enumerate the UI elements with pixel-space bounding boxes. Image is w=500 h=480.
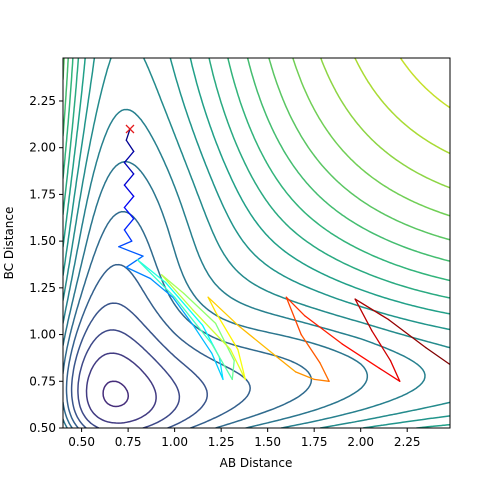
x-tick-label: 2.25 (394, 435, 421, 449)
contour-level (63, 160, 369, 428)
trajectory-segment (164, 281, 204, 326)
trajectory-segment (207, 296, 217, 313)
trajectory-segment (125, 255, 144, 268)
y-tick-label: 1.50 (29, 234, 56, 248)
trajectory-segment (231, 360, 235, 381)
x-tick-label: 1.00 (161, 435, 188, 449)
contour-lines (63, 58, 450, 428)
contour-level (320, 58, 450, 189)
y-axis-label: BC Distance (2, 207, 16, 280)
trajectory-segment (123, 184, 135, 197)
y-tick-label: 2.00 (29, 141, 56, 155)
trajectory-segment (211, 343, 233, 381)
y-tick-label: 2.25 (29, 94, 56, 108)
contour-level (77, 329, 181, 428)
plot-frame (62, 57, 451, 429)
trajectory-segment (285, 296, 302, 336)
y-tick-label: 0.75 (29, 374, 56, 388)
contour-level (292, 58, 450, 217)
trajectory-segment (425, 346, 450, 366)
trajectory-segment (341, 343, 380, 369)
x-tick-label: 1.50 (254, 435, 281, 449)
x-tick-label: 2.00 (347, 435, 374, 449)
trajectory-segment (160, 274, 194, 311)
x-axis-label: AB Distance (220, 456, 293, 470)
trajectory-segment (183, 292, 217, 325)
trajectory-segment (371, 330, 392, 362)
trajectory-segment (136, 259, 176, 298)
trajectory-segment (237, 348, 246, 381)
contour-level (65, 263, 251, 428)
start-marker (125, 124, 135, 134)
contour-level (399, 58, 450, 109)
trajectory-segment (118, 246, 144, 257)
trajectory-segment (214, 322, 235, 362)
trajectory-segment (118, 240, 133, 248)
trajectory-segment (123, 206, 135, 220)
plot-background (63, 58, 450, 428)
start-marker-stroke (125, 124, 135, 134)
trajectory-segment (313, 378, 330, 382)
trajectory-segment (123, 229, 133, 242)
trajectory-segment (304, 315, 343, 345)
x-tick-label: 1.25 (208, 435, 235, 449)
x-tick-label: 0.50 (68, 435, 95, 449)
contour-level (63, 58, 450, 262)
trajectory-segment (285, 296, 306, 317)
trajectory-segment (123, 161, 135, 175)
trajectory-segment (218, 356, 224, 381)
x-tick-label: 0.75 (115, 435, 142, 449)
trajectory-segment (125, 139, 135, 153)
trajectory-segment (294, 371, 315, 381)
trajectory-segment (172, 296, 194, 326)
contour-level (102, 380, 130, 408)
trajectory-segment (300, 333, 321, 364)
y-axis-ticks: 0.50 0.75 1.00 1.25 1.50 1.75 2.00 2.25 (29, 94, 63, 435)
trajectory-segment (123, 195, 135, 209)
trajectory-segment (125, 266, 152, 280)
x-axis-ticks: 0.50 0.75 1.00 1.25 1.50 1.75 2.00 2.25 (68, 428, 421, 449)
trajectory-segment (229, 348, 246, 381)
y-tick-label: 1.25 (29, 281, 56, 295)
trajectory-segment (211, 352, 224, 381)
y-tick-label: 1.00 (29, 328, 56, 342)
trajectory-segment (160, 274, 185, 295)
trajectory-line (118, 128, 450, 382)
trajectory-segment (387, 318, 427, 349)
trajectory-segment (354, 298, 390, 321)
trajectory-segment (136, 259, 166, 283)
trajectory-segment (192, 324, 213, 354)
trajectory-segment (276, 356, 297, 373)
trajectory-segment (149, 277, 174, 298)
contour-level (85, 352, 157, 424)
x-tick-label: 1.75 (301, 435, 328, 449)
trajectory-segment (207, 296, 239, 326)
contour-level (354, 58, 450, 155)
trajectory-segment (214, 311, 239, 351)
contour-level (63, 58, 450, 282)
trajectory-segment (319, 361, 330, 382)
trajectory-segment (123, 218, 135, 231)
trajectory-segment (123, 150, 135, 164)
contour-level (63, 58, 450, 299)
trajectory-segment (378, 367, 401, 382)
trajectory-segment (125, 128, 131, 141)
y-tick-label: 0.50 (29, 421, 56, 435)
y-tick-label: 1.75 (29, 187, 56, 201)
contour-level (70, 302, 208, 428)
trajectory-segment (354, 298, 373, 332)
trajectory-segment (173, 296, 213, 345)
trajectory-segment (237, 324, 278, 358)
trajectory-segment (123, 173, 135, 186)
trajectory-segment (389, 360, 401, 382)
trajectory-segment (192, 309, 232, 351)
